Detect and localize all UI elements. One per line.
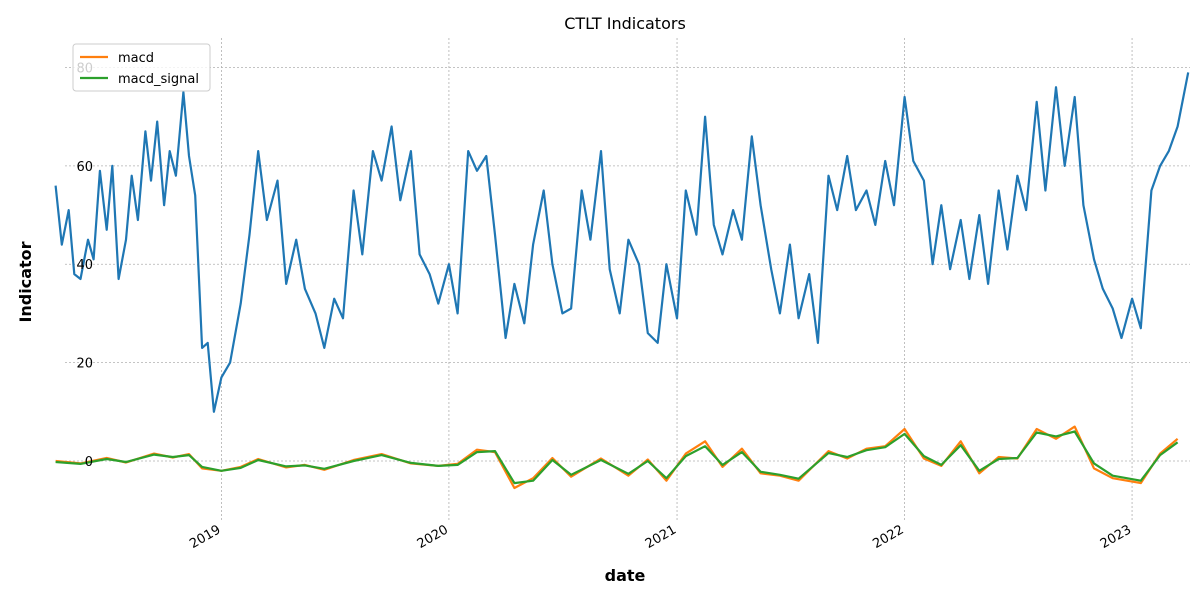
legend-box bbox=[72, 43, 211, 92]
y-tick-label: 40 bbox=[76, 258, 93, 273]
x-tick-label: 2020 bbox=[415, 522, 451, 552]
y-axis-label: Indicator bbox=[16, 241, 35, 322]
series-line bbox=[55, 425, 1179, 490]
chart-title: CTLT Indicators bbox=[564, 14, 686, 33]
grid bbox=[65, 38, 1190, 520]
x-tick-label: 2019 bbox=[187, 522, 223, 552]
x-tick-label: 2022 bbox=[870, 522, 906, 552]
y-tick-label: 60 bbox=[76, 160, 93, 175]
y-tick-label: 20 bbox=[76, 357, 93, 372]
x-tick-label: 2023 bbox=[1098, 522, 1134, 552]
legend-label: macd_signal bbox=[118, 72, 199, 87]
x-tick-label: 2021 bbox=[643, 522, 679, 552]
x-axis: 2019 2020 2021 2022 2023 bbox=[187, 522, 1134, 552]
series-layer bbox=[54, 72, 1190, 490]
x-axis-label: date bbox=[605, 566, 646, 585]
legend-label: macd bbox=[118, 51, 154, 66]
legend: macd macd_signal bbox=[72, 43, 211, 92]
y-tick-label: 0 bbox=[85, 455, 93, 470]
series-line bbox=[54, 72, 1190, 413]
series-line bbox=[55, 430, 1179, 485]
y-axis: 020406080 bbox=[76, 62, 93, 470]
